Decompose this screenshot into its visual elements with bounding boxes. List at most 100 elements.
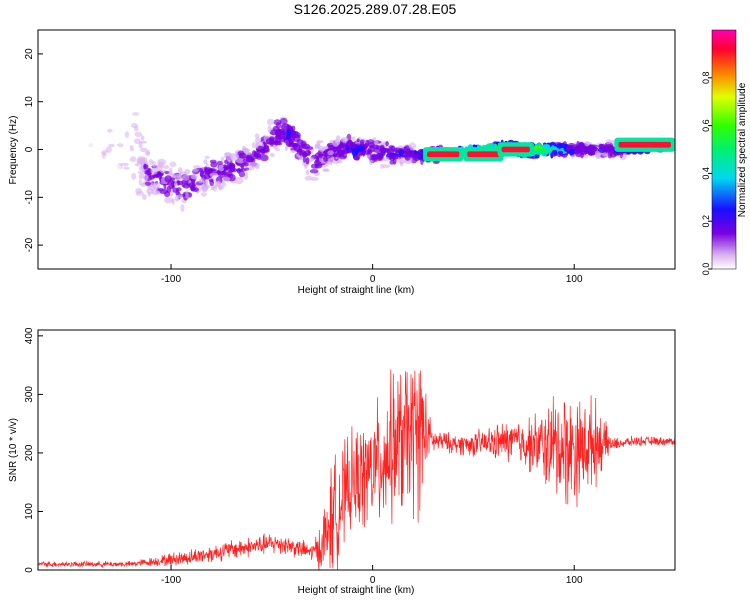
spectrogram-blob (44, 160, 53, 166)
spectrogram-blob (352, 136, 356, 141)
spectrogram-blob (46, 152, 55, 157)
spectrogram-blob (117, 211, 123, 217)
spectrogram-blob (568, 148, 576, 156)
spectrogram-blob (130, 148, 134, 152)
spectrogram-blob (243, 172, 249, 181)
spectrogram-blob (44, 134, 52, 140)
spectrogram-blob (382, 164, 391, 169)
spectrogram-blob (260, 154, 269, 162)
spectrogram-blob (58, 194, 63, 198)
spectrogram-blob (584, 154, 589, 159)
spectrogram-blob (550, 145, 556, 151)
spectrogram-blob (69, 163, 76, 168)
spectrogram-blob (302, 156, 307, 163)
spectrogram-blob (60, 140, 66, 144)
spectrogram-blob (90, 133, 98, 139)
spectrogram-blob (327, 150, 334, 156)
spectrogram-blobs (38, 67, 675, 231)
spectrogram-blob (114, 145, 120, 150)
spectrogram-blob (61, 115, 65, 122)
spectrogram-blob (571, 144, 575, 149)
spectrogram-blob (305, 169, 310, 176)
spectrogram-blob (66, 176, 76, 182)
spectrogram-blob (609, 145, 615, 152)
spectrogram-blob (226, 154, 234, 162)
spectrogram-blob (332, 139, 340, 147)
spectrogram-blob (279, 118, 288, 125)
spectrogram-blob (164, 197, 174, 204)
spectrogram-blob (143, 164, 149, 170)
spectrogram-blob (190, 174, 198, 180)
spectrogram-blob (304, 163, 308, 169)
spectrogram-blob (190, 186, 196, 192)
spectrogram-blob (182, 183, 190, 189)
spectrogram-blob (110, 132, 116, 137)
spectrogram-blob (129, 145, 134, 149)
snr-y-tick-label: 300 (24, 386, 35, 403)
spectrogram-blob (108, 143, 115, 148)
spectrogram-blob (300, 140, 307, 149)
spectrogram-blob (323, 155, 328, 163)
spectrogram-blob (118, 148, 124, 156)
spectrogram-blob (76, 146, 83, 150)
spectrogram-blob (144, 181, 152, 186)
spectrogram-blob (228, 164, 236, 173)
spectrogram-blob (254, 133, 260, 139)
snr-series-line (38, 369, 675, 570)
spectrogram-blob (403, 145, 411, 154)
spectrogram-blob (133, 138, 141, 144)
spectrogram-blob (358, 151, 363, 157)
spectrogram-blob (67, 100, 72, 108)
spectrogram-blob (305, 157, 310, 165)
spectrogram-blob (106, 190, 114, 194)
spectrogram-blob (143, 174, 149, 182)
spectrogram-blob (244, 167, 250, 171)
spectrogram-blob (588, 151, 595, 156)
spectrogram-blob (42, 199, 50, 208)
spectrogram-blob (273, 140, 278, 145)
spectrogram-blob (369, 159, 373, 166)
spectrogram-blob (43, 121, 51, 126)
spectrogram-blob (284, 146, 288, 151)
spectrogram-blob (160, 169, 166, 174)
spectrogram-blob (103, 159, 108, 167)
spectrogram-blob (250, 161, 259, 169)
spectrogram-blob (82, 77, 86, 84)
spectrogram-blob (112, 183, 116, 187)
spectrogram-blob (120, 180, 125, 185)
spectrogram-blob (341, 149, 349, 155)
spectrogram-ridge-core (501, 146, 530, 153)
spectrogram-blob (38, 127, 41, 134)
spectrogram-blob (130, 122, 138, 129)
snr-y-tick-label: 200 (24, 444, 35, 461)
spectrogram-ridge-core (427, 151, 460, 158)
spectrogram-blob (69, 157, 74, 162)
colorbar-ticks: 0.0 0.2 0.4 0.6 0.8 (701, 72, 712, 275)
spectrogram-blob (109, 124, 114, 130)
spectrogram-blob (38, 80, 42, 85)
spectrogram-blob (105, 146, 112, 153)
snr-y-tick-label: 0 (24, 567, 35, 573)
colorbar-frame (711, 29, 737, 270)
spectrogram-blob (63, 98, 67, 104)
spectrogram-blob (49, 139, 57, 144)
spectrogram-blob (70, 168, 78, 176)
spectrogram-blob (113, 223, 119, 231)
spectrogram-blob (202, 184, 211, 189)
spectrogram-blob (113, 109, 118, 114)
spectrogram-blob (127, 106, 133, 114)
spectrogram-blob (49, 144, 58, 153)
spectrogram-blob (43, 206, 52, 214)
spectrogram-blob (174, 194, 180, 202)
snr-panel: -100 0 100 0 100 200 300 400 Height of straigh… (8, 327, 676, 596)
figure-title: S126.2025.289.07.28.E05 (293, 1, 457, 17)
spectrogram-blob (38, 86, 43, 94)
spectrogram-x-tick-label: 100 (566, 274, 583, 285)
spectrogram-blob (169, 161, 177, 168)
spectrogram-blob (609, 151, 617, 158)
spectrogram-blob (107, 128, 113, 133)
spectrogram-blob (127, 161, 137, 166)
colorbar: 0.0 0.2 0.4 0.6 0.8 Normalized spectral ampl… (701, 29, 748, 275)
spectrogram-y-tick-label: -20 (24, 237, 35, 252)
snr-y-tick-label: 400 (24, 327, 35, 344)
